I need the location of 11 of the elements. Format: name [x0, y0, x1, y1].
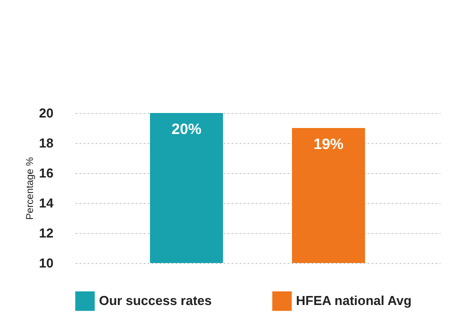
data-label: 20%	[171, 121, 202, 138]
data-label: 19%	[313, 136, 344, 153]
y-tick-label: 14	[39, 196, 54, 210]
y-axis-title: Percentage %	[25, 156, 36, 220]
legend-label: Our success rates	[99, 293, 212, 308]
y-tick-label: 20	[39, 106, 54, 120]
y-tick-label: 16	[39, 166, 54, 180]
y-tick-label: 18	[39, 136, 54, 150]
legend-label: HFEA national Avg	[296, 293, 412, 308]
y-tick-label: 12	[39, 226, 54, 240]
y-tick-label: 10	[39, 256, 54, 270]
